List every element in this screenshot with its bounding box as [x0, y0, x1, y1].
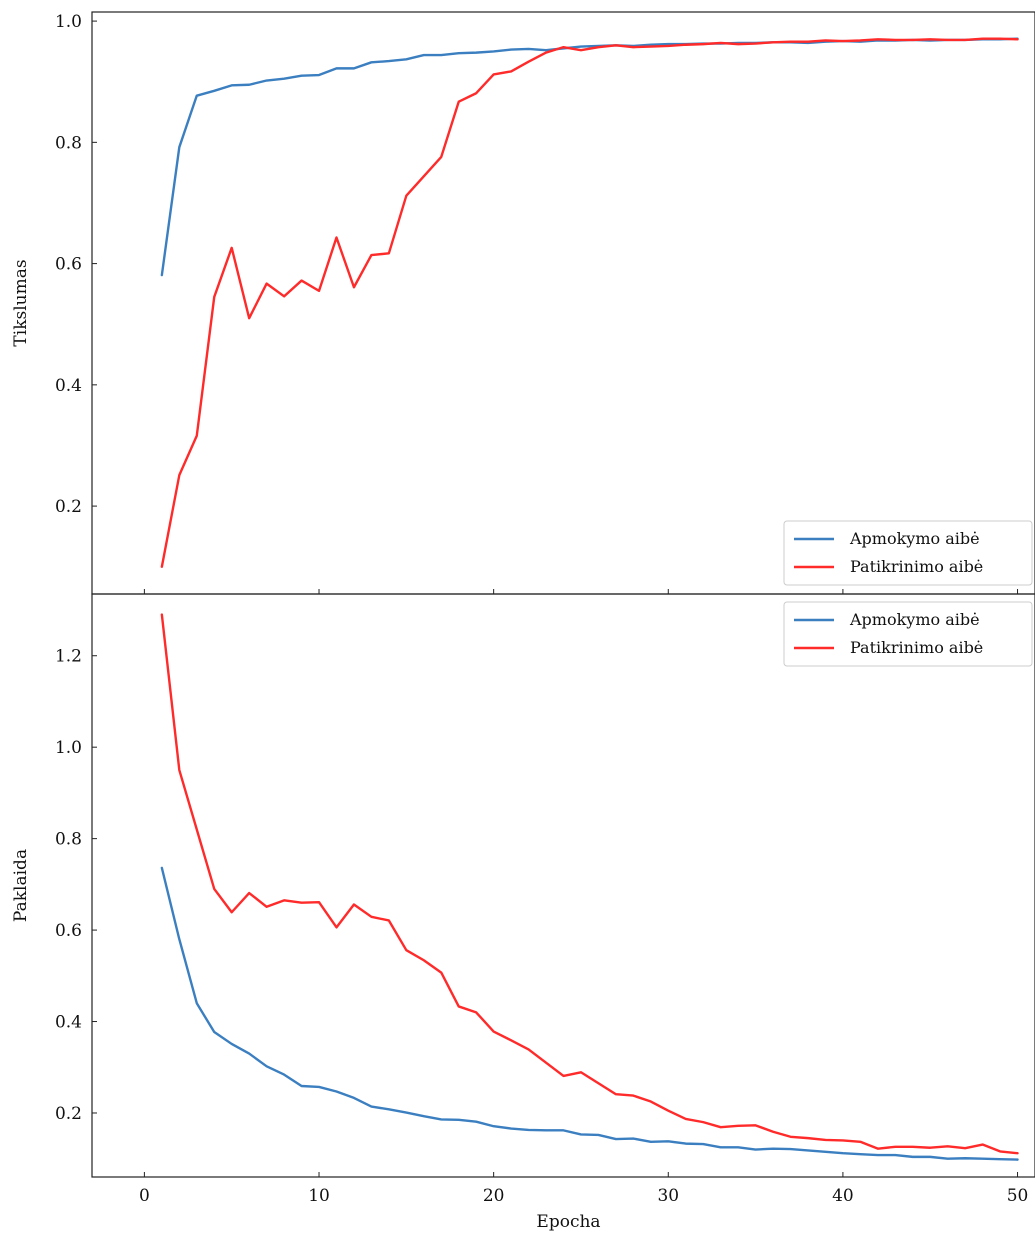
y-tick-label: 0.8: [55, 133, 82, 153]
legend: Apmokymo aibė Patikrinimo aibė: [783, 520, 1033, 586]
accuracy-panel: 0.2 0.4 0.6 0.8 1.0 Tikslumas Apmokymo aibė Pat…: [11, 11, 1035, 595]
y-tick-label: 0.2: [55, 1104, 82, 1124]
loss-panel: 0.2 0.4 0.6 0.8 1.0 1.2 0 10 20 30 40 50 Paklaida Epo…: [11, 593, 1035, 1232]
validation-series-line: [160, 37, 1019, 568]
y-tick-label: 0.8: [55, 830, 82, 850]
plot-frame: [91, 11, 1035, 595]
train-series-line: [160, 866, 1019, 1161]
x-tick-label: 20: [483, 1186, 505, 1206]
x-axis-title: Epocha: [536, 1212, 600, 1232]
y-tick-label: 0.6: [55, 255, 82, 275]
validation-legend-label: Patikrinimo aibė: [850, 557, 983, 576]
x-tick-label: 30: [657, 1186, 679, 1206]
x-tick-label: 40: [832, 1186, 854, 1206]
legend-box: [783, 601, 1033, 667]
validation-legend-label: Patikrinimo aibė: [850, 638, 983, 657]
train-series-line: [160, 37, 1019, 277]
validation-series-line: [160, 613, 1019, 1155]
x-tick-label: 0: [139, 1186, 150, 1206]
y-tick-label: 0.6: [55, 921, 82, 941]
x-tick-label: 50: [1007, 1186, 1029, 1206]
y-tick-label: 1.2: [55, 647, 82, 667]
y-axis-title: Tikslumas: [11, 259, 31, 346]
y-tick-label: 0.4: [55, 1013, 82, 1033]
y-tick-label: 0.4: [55, 376, 82, 396]
y-tick-label: 1.0: [55, 12, 82, 32]
legend-box: [783, 520, 1033, 586]
y-tick-label: 1.0: [55, 738, 82, 758]
x-tick-label: 10: [308, 1186, 330, 1206]
train-legend-label: Apmokymo aibė: [849, 610, 980, 629]
y-tick-label: 0.2: [55, 497, 82, 517]
train-legend-label: Apmokymo aibė: [849, 529, 980, 548]
plot-frame: [91, 593, 1035, 1178]
y-axis-title: Paklaida: [11, 849, 31, 922]
legend: Apmokymo aibė Patikrinimo aibė: [783, 601, 1033, 667]
